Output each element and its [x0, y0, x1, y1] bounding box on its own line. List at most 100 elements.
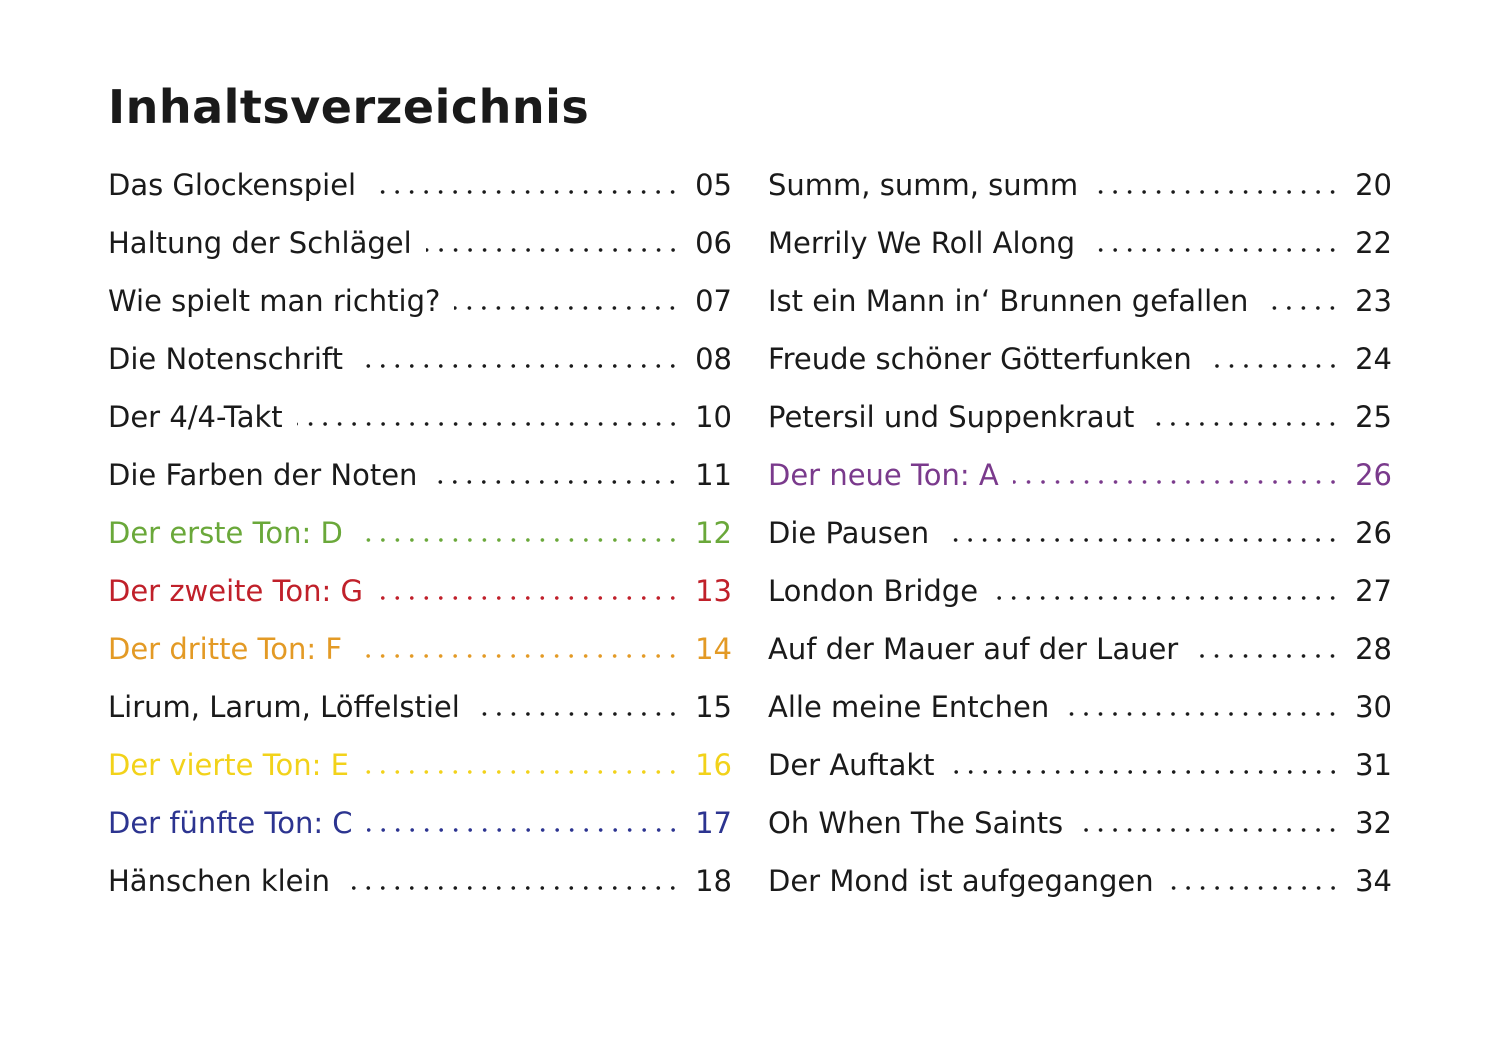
dot-leader — [431, 479, 680, 485]
dot-leader — [370, 189, 680, 195]
dot-leader — [992, 595, 1340, 601]
dot-leader — [943, 537, 1340, 543]
toc-entry[interactable]: Die Notenschrift 08 — [108, 342, 732, 400]
toc-entry[interactable]: Der fünfte Ton: C 17 — [108, 806, 732, 864]
toc-column-right: Summ, summ, summ 20 Merrily We Roll Along 2… — [768, 168, 1392, 922]
toc-entry-title: Hänschen klein — [108, 864, 330, 898]
toc-entry-page: 26 — [1355, 458, 1392, 492]
toc-entry-page: 16 — [695, 748, 732, 782]
toc-entry-title: Der Auftakt — [768, 748, 935, 782]
toc-entry[interactable]: Wie spielt man richtig? 07 — [108, 284, 732, 342]
toc-entry-title: Auf der Mauer auf der Lauer — [768, 632, 1179, 666]
toc-entry-page: 06 — [695, 226, 732, 260]
toc-entry[interactable]: Ist ein Mann in‘ Brunnen gefallen 23 — [768, 284, 1392, 342]
toc-entry-title: Der dritte Ton: F — [108, 632, 343, 666]
toc-entry[interactable]: Die Farben der Noten 11 — [108, 458, 732, 516]
toc-entry-title: London Bridge — [768, 574, 979, 608]
toc-entry[interactable]: Summ, summ, summ 20 — [768, 168, 1392, 226]
toc-entry-title: Der 4/4-Takt — [108, 400, 283, 434]
dot-leader — [1148, 421, 1340, 427]
toc-entry[interactable]: Der erste Ton: D 12 — [108, 516, 732, 574]
toc-entry-page: 30 — [1355, 690, 1392, 724]
toc-entry-title: Merrily We Roll Along — [768, 226, 1076, 260]
toc-entry-title: Summ, summ, summ — [768, 168, 1079, 202]
toc-entry[interactable]: Alle meine Entchen 30 — [768, 690, 1392, 748]
toc-entry-title: Der neue Ton: A — [768, 458, 999, 492]
toc-entry[interactable]: Hänschen klein 18 — [108, 864, 732, 922]
toc-entry-page: 05 — [695, 168, 732, 202]
toc-entry-page: 18 — [695, 864, 732, 898]
toc-entry-page: 20 — [1355, 168, 1392, 202]
toc-entry-title: Petersil und Suppenkraut — [768, 400, 1135, 434]
toc-entry-title: Haltung der Schlägel — [108, 226, 412, 260]
toc-entry-page: 23 — [1355, 284, 1392, 318]
toc-entry[interactable]: Der Mond ist aufgegangen 34 — [768, 864, 1392, 922]
toc-entry[interactable]: Lirum, Larum, Löffelstiel 15 — [108, 690, 732, 748]
dot-leader — [1089, 247, 1340, 253]
toc-entry[interactable]: Auf der Mauer auf der Lauer 28 — [768, 632, 1392, 690]
toc-entry[interactable]: Der zweite Ton: G 13 — [108, 574, 732, 632]
toc-entry-title: Der fünfte Ton: C — [108, 806, 353, 840]
toc-entry-title: Der Mond ist aufgegangen — [768, 864, 1154, 898]
dot-leader — [454, 305, 680, 311]
toc-entry[interactable]: Die Pausen 26 — [768, 516, 1392, 574]
toc-entry-page: 11 — [695, 458, 732, 492]
toc-entry[interactable]: Der Auftakt 31 — [768, 748, 1392, 806]
toc-entry-title: Oh When The Saints — [768, 806, 1064, 840]
toc-entry[interactable]: Das Glockenspiel 05 — [108, 168, 732, 226]
toc-entry-page: 24 — [1355, 342, 1392, 376]
dot-leader — [948, 769, 1340, 775]
dot-leader — [1167, 885, 1340, 891]
toc-entry[interactable]: Haltung der Schlägel 06 — [108, 226, 732, 284]
toc-entry-page: 32 — [1355, 806, 1392, 840]
dot-leader — [356, 653, 680, 659]
toc-entry-page: 27 — [1355, 574, 1392, 608]
dot-leader — [1063, 711, 1340, 717]
dot-leader — [1262, 305, 1340, 311]
dot-leader — [362, 769, 680, 775]
dot-leader — [1092, 189, 1340, 195]
toc-entry[interactable]: Freude schöner Götterfunken 24 — [768, 342, 1392, 400]
toc-entry-page: 25 — [1355, 400, 1392, 434]
toc-entry[interactable]: Oh When The Saints 32 — [768, 806, 1392, 864]
toc-entry-page: 10 — [695, 400, 732, 434]
toc-entry-title: Die Farben der Noten — [108, 458, 418, 492]
toc-entry[interactable]: Der dritte Ton: F 14 — [108, 632, 732, 690]
toc-entry[interactable]: Der neue Ton: A 26 — [768, 458, 1392, 516]
toc-column-left: Das Glockenspiel 05 Haltung der Schlägel 06… — [108, 168, 732, 922]
toc-entry-page: 07 — [695, 284, 732, 318]
toc-entry-page: 13 — [695, 574, 732, 608]
toc-entry-title: Der zweite Ton: G — [108, 574, 363, 608]
toc-entry-title: Das Glockenspiel — [108, 168, 357, 202]
toc-entry-page: 14 — [695, 632, 732, 666]
toc-entry-page: 17 — [695, 806, 732, 840]
toc-entry-page: 22 — [1355, 226, 1392, 260]
toc-entry-title: Alle meine Entchen — [768, 690, 1050, 724]
toc-entry-page: 08 — [695, 342, 732, 376]
toc-entry-title: Die Notenschrift — [108, 342, 343, 376]
dot-leader — [376, 595, 680, 601]
toc-entry-title: Ist ein Mann in‘ Brunnen gefallen — [768, 284, 1249, 318]
toc-entry-title: Der vierte Ton: E — [108, 748, 349, 782]
dot-leader — [343, 885, 680, 891]
dot-leader — [296, 421, 680, 427]
dot-leader — [356, 537, 680, 543]
toc-entry-title: Der erste Ton: D — [108, 516, 343, 550]
toc-entry-page: 31 — [1355, 748, 1392, 782]
dot-leader — [473, 711, 680, 717]
toc-entry[interactable]: Merrily We Roll Along 22 — [768, 226, 1392, 284]
dot-leader — [1077, 827, 1340, 833]
dot-leader — [366, 827, 680, 833]
dot-leader — [425, 247, 680, 253]
toc-entry[interactable]: Der 4/4-Takt 10 — [108, 400, 732, 458]
toc-entry[interactable]: London Bridge 27 — [768, 574, 1392, 632]
toc-entry-page: 26 — [1355, 516, 1392, 550]
toc-entry-title: Wie spielt man richtig? — [108, 284, 441, 318]
toc-entry[interactable]: Petersil und Suppenkraut 25 — [768, 400, 1392, 458]
toc-entry[interactable]: Der vierte Ton: E 16 — [108, 748, 732, 806]
dot-leader — [1205, 363, 1340, 369]
toc-entry-page: 34 — [1355, 864, 1392, 898]
toc-entry-page: 15 — [695, 690, 732, 724]
dot-leader — [1192, 653, 1340, 659]
dot-leader — [356, 363, 680, 369]
